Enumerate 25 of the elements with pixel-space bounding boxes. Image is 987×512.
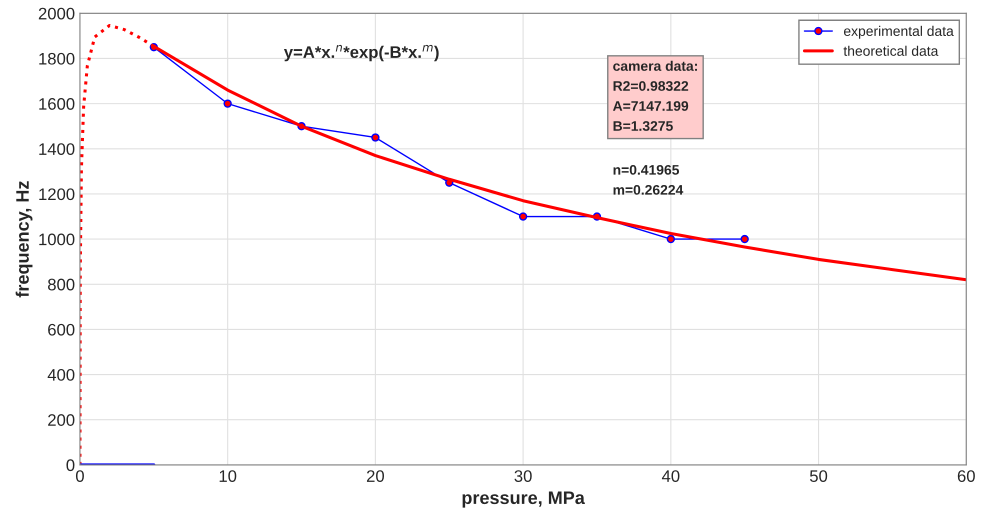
y-tick-label: 1400 bbox=[39, 143, 74, 155]
y-tick-label: 200 bbox=[48, 414, 74, 426]
y-tick-label: 1000 bbox=[39, 234, 74, 246]
y-tick-label: 800 bbox=[48, 278, 74, 290]
x-tick-label: 60 bbox=[958, 470, 975, 482]
y-tick-label: 2000 bbox=[38, 8, 74, 20]
x-axis-title: pressure, MPa bbox=[462, 492, 585, 508]
x-tick-label: 40 bbox=[662, 470, 680, 482]
legend-label: experimental data bbox=[844, 26, 954, 39]
y-tick-label: 0 bbox=[66, 459, 74, 472]
annotation: camera data: R2=0.98322 A=7147.199 B=1.3275 bbox=[612, 60, 697, 131]
y-tick-label: 600 bbox=[48, 324, 74, 336]
annotation: n=0.41965 m=0.26224 bbox=[614, 164, 684, 195]
legend-label: theoretical data bbox=[844, 46, 938, 56]
y-tick-label: 1800 bbox=[39, 52, 74, 65]
x-tick-label: 50 bbox=[810, 470, 828, 482]
x-tick-label: 30 bbox=[514, 470, 532, 482]
x-tick-label: 10 bbox=[220, 470, 236, 482]
y-tick-label: 400 bbox=[48, 368, 74, 381]
annotation: y=A*x.$^{n}$*exp(-B*x.$^{m}$) bbox=[284, 44, 439, 62]
y-tick-label: 1600 bbox=[39, 98, 74, 110]
y-tick-label: 1200 bbox=[39, 188, 74, 200]
x-tick-label: 20 bbox=[366, 470, 384, 482]
x-tick-label: 0 bbox=[76, 470, 84, 482]
y-axis-title: frequency, Hz bbox=[16, 181, 32, 298]
